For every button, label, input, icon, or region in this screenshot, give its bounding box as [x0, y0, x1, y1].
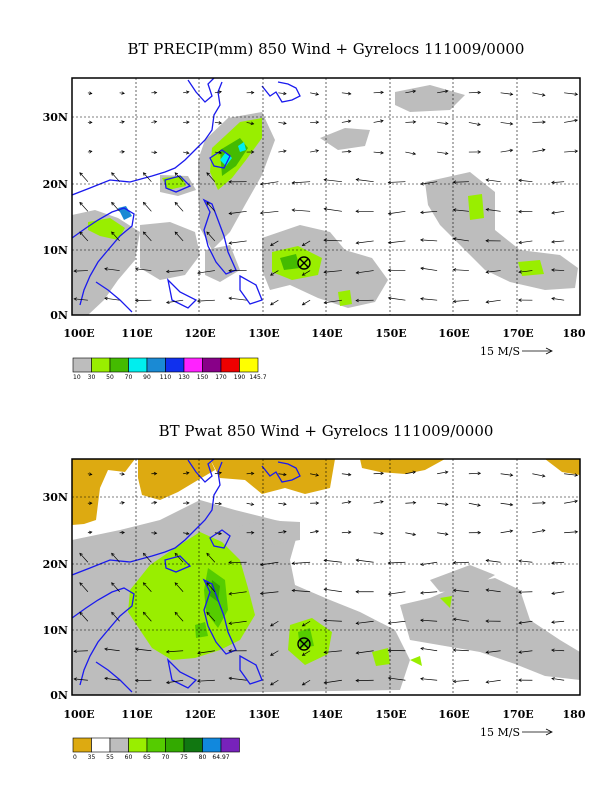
svg-text:150E: 150E: [375, 327, 406, 340]
wind-vectors: [73, 470, 579, 686]
svg-text:30N: 30N: [43, 491, 68, 504]
svg-text:180: 180: [563, 708, 586, 721]
legend-label: 80: [199, 754, 207, 761]
legend-swatch: [91, 737, 111, 753]
legend-label: 130: [178, 374, 190, 381]
legend-label: 55: [106, 754, 114, 761]
svg-text:130E: 130E: [248, 708, 279, 721]
panel-precip: BT PRECIP(mm) 850 Wind + Gyrelocs 111009…: [43, 40, 586, 381]
latitude-labels: 0N 10N 20N 30N: [43, 111, 68, 322]
grid-lines: [72, 459, 580, 695]
legend-label: 145.7: [249, 374, 266, 381]
legend-swatch: [220, 357, 240, 373]
legend-swatch: [146, 357, 166, 373]
svg-text:15 M/S: 15 M/S: [480, 345, 520, 358]
svg-text:100E: 100E: [63, 708, 94, 721]
legend-swatch: [146, 737, 166, 753]
legend-label: 90: [143, 374, 151, 381]
svg-text:120E: 120E: [184, 708, 215, 721]
grid-lines: [72, 78, 580, 315]
longitude-labels: 100E 110E 120E 130E 140E 150E 160E 170E …: [63, 327, 586, 340]
legend-swatch: [109, 357, 129, 373]
svg-text:170E: 170E: [502, 708, 533, 721]
legend-swatch: [239, 357, 259, 373]
svg-text:10N: 10N: [43, 624, 68, 637]
legend-label: 50: [106, 374, 114, 381]
svg-text:0N: 0N: [50, 689, 68, 702]
legend-label: 190: [234, 374, 246, 381]
legend-swatch: [183, 737, 203, 753]
wind-vectors: [73, 89, 579, 306]
coastlines: [72, 459, 301, 693]
svg-text:140E: 140E: [311, 708, 342, 721]
legend-label: 30: [88, 374, 96, 381]
panel-title: BT Pwat 850 Wind + Gyrelocs 111009/0000: [159, 422, 494, 440]
legend-swatch: [128, 357, 148, 373]
vector-reference: 15 M/S: [480, 345, 553, 358]
legend-label: 170: [215, 374, 227, 381]
svg-text:15 M/S: 15 M/S: [480, 726, 520, 739]
svg-text:20N: 20N: [43, 178, 68, 191]
svg-text:110E: 110E: [121, 327, 152, 340]
legend-swatch: [109, 737, 129, 753]
legend-label: 110: [160, 374, 172, 381]
legend-swatch: [165, 737, 185, 753]
panel-title: BT PRECIP(mm) 850 Wind + Gyrelocs 111009…: [128, 40, 525, 58]
svg-text:170E: 170E: [502, 327, 533, 340]
longitude-labels: 100E 110E 120E 130E 140E 150E 160E 170E …: [63, 708, 586, 721]
legend-swatch: [220, 737, 240, 753]
legend-label: 60: [125, 754, 133, 761]
legend-label: 70: [162, 754, 170, 761]
precip-field: [72, 85, 578, 315]
legend-swatch: [91, 357, 111, 373]
vector-reference: 15 M/S: [480, 726, 553, 739]
coastlines: [72, 78, 301, 313]
svg-text:10N: 10N: [43, 244, 68, 257]
legend-swatch: [72, 737, 92, 753]
legend-label: 64.97: [212, 754, 229, 761]
map-frame: [71, 77, 581, 316]
svg-text:0N: 0N: [50, 309, 68, 322]
color-legend: 0 35 55 60 65 70 75 80 64.97: [72, 737, 240, 761]
svg-text:150E: 150E: [375, 708, 406, 721]
legend-swatch: [202, 737, 222, 753]
color-legend: 10 30 50 70 90 110 130 150 170 190 145.7: [72, 357, 267, 381]
legend-label: 65: [143, 754, 151, 761]
legend-label: 0: [73, 754, 77, 761]
legend-label: 75: [180, 754, 188, 761]
map-frame: [71, 458, 581, 696]
legend-swatch: [165, 357, 185, 373]
legend-swatch: [183, 357, 203, 373]
legend-label: 70: [125, 374, 133, 381]
svg-text:20N: 20N: [43, 558, 68, 571]
pwat-field: [72, 459, 580, 695]
gyre-marker: [297, 637, 311, 651]
legend-swatch: [72, 357, 92, 373]
legend-label: 10: [73, 374, 81, 381]
legend-label: 150: [197, 374, 209, 381]
svg-text:160E: 160E: [438, 327, 469, 340]
svg-text:110E: 110E: [121, 708, 152, 721]
panel-pwat: BT Pwat 850 Wind + Gyrelocs 111009/0000: [43, 422, 586, 761]
svg-text:30N: 30N: [43, 111, 68, 124]
legend-swatch: [128, 737, 148, 753]
svg-text:140E: 140E: [311, 327, 342, 340]
legend-swatch: [202, 357, 222, 373]
svg-text:130E: 130E: [248, 327, 279, 340]
svg-text:180: 180: [563, 327, 586, 340]
svg-text:160E: 160E: [438, 708, 469, 721]
legend-label: 35: [88, 754, 96, 761]
gyre-marker: [297, 256, 311, 270]
svg-text:120E: 120E: [184, 327, 215, 340]
svg-text:100E: 100E: [63, 327, 94, 340]
latitude-labels: 0N 10N 20N 30N: [43, 491, 68, 702]
